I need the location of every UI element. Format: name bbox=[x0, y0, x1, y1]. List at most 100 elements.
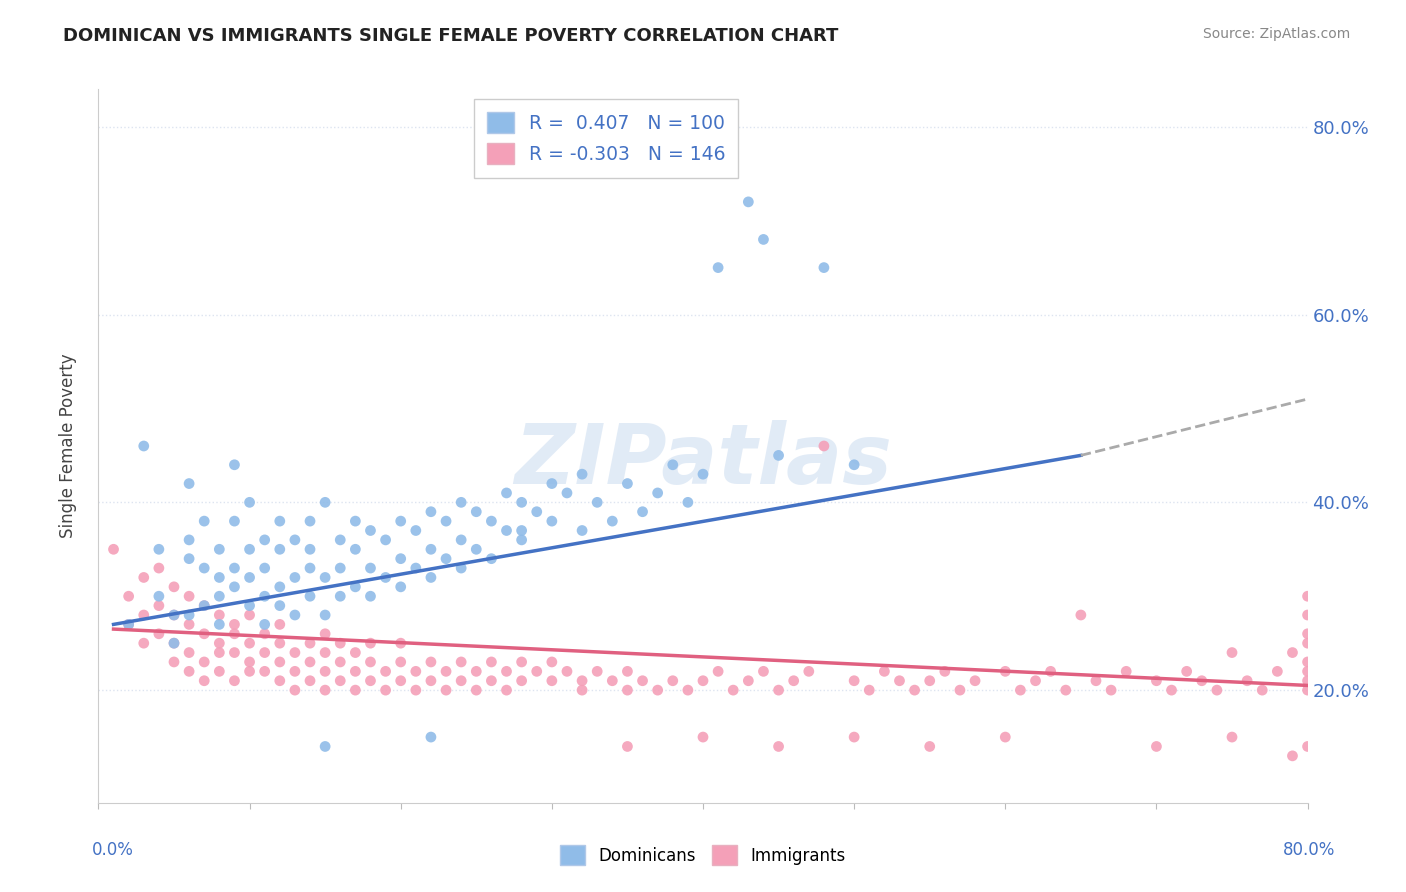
Point bbox=[224, 514, 246, 528]
Point bbox=[389, 514, 412, 528]
Point bbox=[329, 533, 352, 547]
Point bbox=[269, 599, 291, 613]
Point bbox=[163, 607, 186, 622]
Point bbox=[253, 627, 276, 641]
Point bbox=[118, 617, 141, 632]
Point bbox=[495, 486, 517, 500]
Point bbox=[616, 476, 638, 491]
Point bbox=[465, 665, 488, 679]
Point bbox=[193, 627, 215, 641]
Point bbox=[179, 617, 201, 632]
Point bbox=[797, 665, 820, 679]
Point bbox=[224, 646, 246, 660]
Point bbox=[208, 617, 231, 632]
Point bbox=[1191, 673, 1213, 688]
Point bbox=[526, 665, 548, 679]
Point bbox=[481, 514, 503, 528]
Point bbox=[148, 561, 170, 575]
Point bbox=[224, 561, 246, 575]
Point bbox=[434, 551, 457, 566]
Point bbox=[692, 730, 714, 744]
Point bbox=[434, 514, 457, 528]
Point bbox=[420, 673, 443, 688]
Point bbox=[526, 505, 548, 519]
Point bbox=[904, 683, 927, 698]
Point bbox=[813, 260, 835, 275]
Point bbox=[118, 589, 141, 603]
Point bbox=[768, 739, 790, 754]
Point bbox=[1160, 683, 1182, 698]
Point bbox=[616, 683, 638, 698]
Point bbox=[420, 655, 443, 669]
Point bbox=[934, 665, 956, 679]
Point bbox=[405, 561, 427, 575]
Point bbox=[253, 533, 276, 547]
Point bbox=[844, 730, 866, 744]
Point bbox=[284, 570, 307, 584]
Point bbox=[1296, 655, 1319, 669]
Point bbox=[374, 683, 396, 698]
Point bbox=[420, 505, 443, 519]
Point bbox=[179, 533, 201, 547]
Point bbox=[163, 655, 186, 669]
Point bbox=[1281, 748, 1303, 763]
Point bbox=[360, 655, 382, 669]
Point bbox=[420, 730, 443, 744]
Point bbox=[737, 673, 759, 688]
Point bbox=[239, 495, 262, 509]
Point bbox=[540, 655, 562, 669]
Point bbox=[1175, 665, 1198, 679]
Point bbox=[344, 665, 367, 679]
Point bbox=[208, 665, 231, 679]
Point bbox=[360, 673, 382, 688]
Point bbox=[495, 524, 517, 538]
Point bbox=[208, 636, 231, 650]
Point bbox=[284, 665, 307, 679]
Text: 80.0%: 80.0% bbox=[1284, 840, 1336, 858]
Point bbox=[540, 476, 562, 491]
Point bbox=[224, 580, 246, 594]
Point bbox=[965, 673, 987, 688]
Point bbox=[510, 524, 533, 538]
Point bbox=[132, 439, 155, 453]
Point bbox=[1296, 627, 1319, 641]
Point bbox=[481, 551, 503, 566]
Point bbox=[692, 673, 714, 688]
Point bbox=[103, 542, 125, 557]
Point bbox=[571, 524, 593, 538]
Point bbox=[889, 673, 911, 688]
Legend: R =  0.407   N = 100, R = -0.303   N = 146: R = 0.407 N = 100, R = -0.303 N = 146 bbox=[474, 99, 738, 178]
Point bbox=[555, 486, 578, 500]
Point bbox=[329, 589, 352, 603]
Point bbox=[344, 580, 367, 594]
Point bbox=[132, 636, 155, 650]
Point bbox=[269, 514, 291, 528]
Point bbox=[450, 561, 472, 575]
Point bbox=[360, 561, 382, 575]
Point bbox=[1281, 646, 1303, 660]
Point bbox=[481, 655, 503, 669]
Point bbox=[224, 617, 246, 632]
Point bbox=[360, 589, 382, 603]
Point bbox=[1296, 683, 1319, 698]
Point bbox=[844, 458, 866, 472]
Point bbox=[723, 683, 745, 698]
Point bbox=[374, 665, 396, 679]
Legend: Dominicans, Immigrants: Dominicans, Immigrants bbox=[551, 837, 855, 873]
Point bbox=[148, 589, 170, 603]
Point bbox=[299, 589, 322, 603]
Point bbox=[269, 542, 291, 557]
Point bbox=[1054, 683, 1077, 698]
Point bbox=[481, 673, 503, 688]
Point bbox=[208, 646, 231, 660]
Point bbox=[253, 589, 276, 603]
Point bbox=[707, 665, 730, 679]
Point bbox=[269, 655, 291, 669]
Point bbox=[495, 665, 517, 679]
Point bbox=[586, 665, 609, 679]
Point bbox=[269, 580, 291, 594]
Point bbox=[299, 542, 322, 557]
Point bbox=[389, 636, 412, 650]
Point bbox=[405, 524, 427, 538]
Point bbox=[918, 739, 941, 754]
